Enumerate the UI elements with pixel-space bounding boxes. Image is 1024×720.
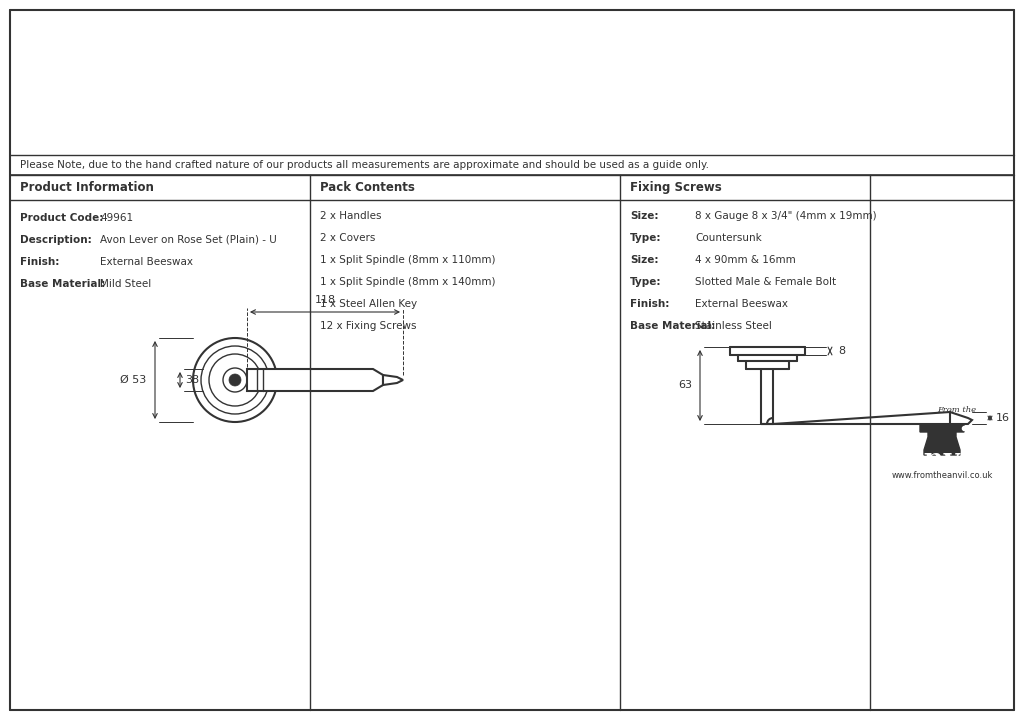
Text: 2 x Handles: 2 x Handles: [319, 211, 382, 221]
Text: Mild Steel: Mild Steel: [100, 279, 152, 289]
Text: 1 x Split Spindle (8mm x 110mm): 1 x Split Spindle (8mm x 110mm): [319, 255, 496, 265]
Text: Base Material:: Base Material:: [20, 279, 105, 289]
Text: Description:: Description:: [20, 235, 92, 245]
Text: External Beeswax: External Beeswax: [100, 257, 193, 267]
Text: Countersunk: Countersunk: [695, 233, 762, 243]
Text: Product Information: Product Information: [20, 181, 154, 194]
Text: Avon Lever on Rose Set (Plain) - U: Avon Lever on Rose Set (Plain) - U: [100, 235, 276, 245]
Text: Anvil: Anvil: [902, 446, 982, 474]
Polygon shape: [950, 412, 972, 424]
Text: Finish:: Finish:: [630, 299, 670, 309]
Circle shape: [229, 374, 241, 386]
Text: Type:: Type:: [630, 233, 662, 243]
Text: 8: 8: [838, 346, 845, 356]
Text: 49961: 49961: [100, 213, 133, 223]
Text: Ø 53: Ø 53: [120, 375, 146, 385]
Text: 16: 16: [996, 413, 1010, 423]
Text: 12 x Fixing Screws: 12 x Fixing Screws: [319, 321, 417, 331]
Text: 118: 118: [314, 295, 336, 305]
Text: 2 x Covers: 2 x Covers: [319, 233, 376, 243]
Text: Product Code:: Product Code:: [20, 213, 103, 223]
Text: Stainless Steel: Stainless Steel: [695, 321, 772, 331]
Text: www.fromtheanvil.co.uk: www.fromtheanvil.co.uk: [891, 470, 992, 480]
Text: 1 x Split Spindle (8mm x 140mm): 1 x Split Spindle (8mm x 140mm): [319, 277, 496, 287]
Text: Type:: Type:: [630, 277, 662, 287]
Polygon shape: [247, 369, 383, 391]
Text: From the: From the: [937, 406, 977, 414]
Text: Size:: Size:: [630, 211, 658, 221]
Text: Slotted Male & Female Bolt: Slotted Male & Female Bolt: [695, 277, 837, 287]
Polygon shape: [920, 425, 964, 455]
Text: Pack Contents: Pack Contents: [319, 181, 415, 194]
Text: 8 x Gauge 8 x 3/4" (4mm x 19mm): 8 x Gauge 8 x 3/4" (4mm x 19mm): [695, 211, 877, 221]
Text: External Beeswax: External Beeswax: [695, 299, 788, 309]
Text: 38: 38: [185, 375, 199, 385]
Polygon shape: [383, 375, 403, 385]
Text: Please Note, due to the hand crafted nature of our products all measurements are: Please Note, due to the hand crafted nat…: [20, 160, 709, 170]
Text: Size:: Size:: [630, 255, 658, 265]
Text: Fixing Screws: Fixing Screws: [630, 181, 722, 194]
Text: 1 x Steel Allen Key: 1 x Steel Allen Key: [319, 299, 417, 309]
Text: Finish:: Finish:: [20, 257, 59, 267]
Text: 63: 63: [678, 380, 692, 390]
Text: 4 x 90mm & 16mm: 4 x 90mm & 16mm: [695, 255, 796, 265]
Text: Base Material:: Base Material:: [630, 321, 715, 331]
